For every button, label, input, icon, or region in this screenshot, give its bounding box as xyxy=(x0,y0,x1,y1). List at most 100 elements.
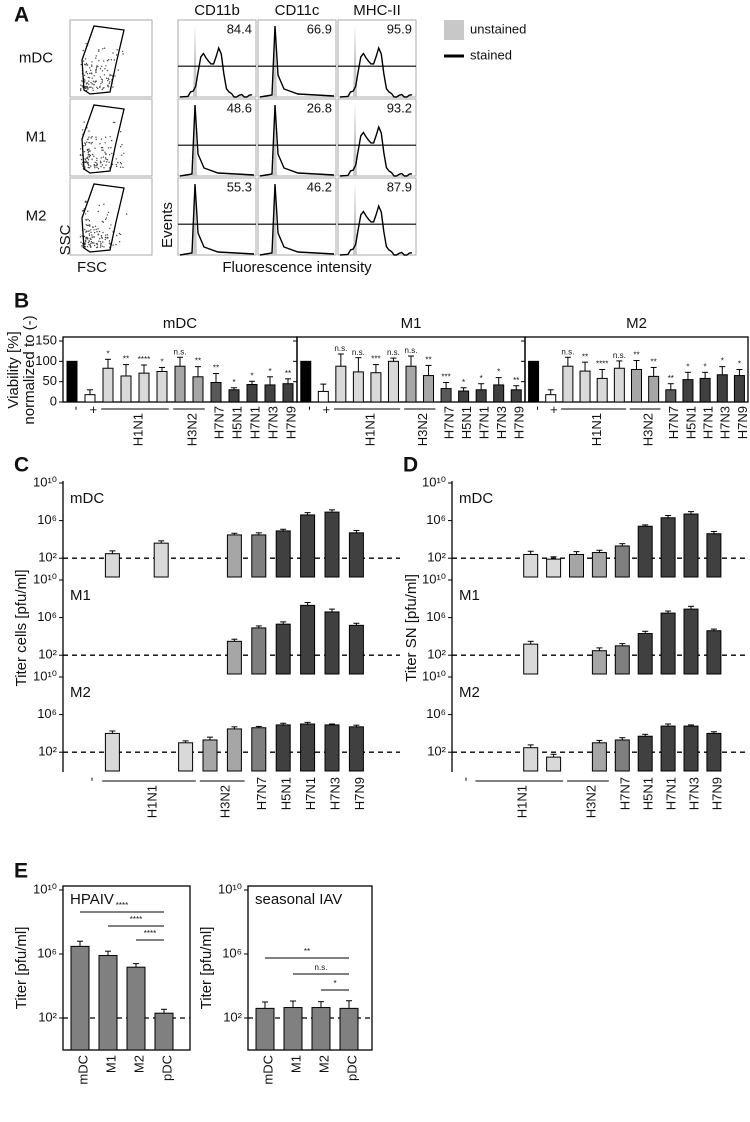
scatter-dot xyxy=(90,231,92,234)
bar xyxy=(317,390,329,403)
x-tick-label: H7N1 xyxy=(664,777,679,810)
scatter-dot xyxy=(117,161,119,164)
significance: ** xyxy=(195,357,201,366)
bar xyxy=(192,376,204,403)
scatter-dot xyxy=(100,83,102,85)
scatter-dot xyxy=(105,65,107,67)
bar xyxy=(387,360,399,403)
plot-frame xyxy=(247,885,373,1051)
x-tick-label: H7N9 xyxy=(352,777,367,810)
scatter-dot xyxy=(88,220,91,222)
percentage: 95.9 xyxy=(387,21,412,36)
bar xyxy=(523,553,539,578)
scatter-dot xyxy=(106,159,109,161)
significance: * xyxy=(497,368,500,377)
x-tick-label: mDC xyxy=(260,1055,275,1085)
scatter-dot xyxy=(113,59,116,61)
scatter-dot xyxy=(101,220,104,223)
scatter-dot xyxy=(83,145,85,147)
percentage: 26.8 xyxy=(307,100,332,115)
scatter-dot xyxy=(97,168,100,170)
axis-label: Events xyxy=(159,202,176,248)
unstained-histogram xyxy=(273,24,277,97)
scatter-dot xyxy=(87,149,89,152)
scatter-dot xyxy=(88,240,90,243)
x-tick-label: M1 xyxy=(103,1055,118,1073)
x-tick-label: H7N1 xyxy=(303,777,318,810)
scatter-dot xyxy=(89,86,91,89)
scatter-dot xyxy=(104,218,107,221)
bar xyxy=(255,1007,275,1051)
axis-label: Fluorescence intensity xyxy=(222,259,372,276)
scatter-dot xyxy=(107,80,109,82)
scatter-dot xyxy=(99,68,102,70)
scatter-dot xyxy=(82,49,84,52)
histogram-frame xyxy=(337,98,417,177)
scatter-dot xyxy=(110,224,112,226)
scatter-dot xyxy=(89,150,91,152)
scatter-dot xyxy=(91,77,93,79)
scatter-dot xyxy=(93,229,95,231)
scatter-dot xyxy=(99,162,102,164)
scatter-dot xyxy=(87,241,90,244)
y-tick-label: 10² xyxy=(38,744,57,759)
scatter-dot xyxy=(95,71,97,74)
unstained-histogram xyxy=(193,24,197,97)
scatter-dot xyxy=(95,136,97,138)
y-tick-label: 150 xyxy=(35,332,57,347)
scatter-dot xyxy=(85,87,88,89)
stained-histogram xyxy=(259,25,335,98)
bar xyxy=(251,727,267,772)
panel-label: B xyxy=(14,290,29,313)
scatter-dot xyxy=(106,60,109,62)
scatter-dot xyxy=(93,164,96,166)
scatter-dot xyxy=(101,81,104,83)
bar xyxy=(493,384,505,403)
unstained-histogram xyxy=(193,103,197,176)
scatter-dot xyxy=(98,50,100,52)
significance: * xyxy=(686,362,689,371)
scatter-dot xyxy=(115,163,117,166)
percentage: 46.2 xyxy=(307,179,332,194)
panel-label: D xyxy=(403,454,418,477)
scatter-dot xyxy=(109,154,111,156)
bar xyxy=(202,739,218,772)
x-tick-label: - xyxy=(529,406,544,410)
scatter-dot xyxy=(104,142,106,144)
bar xyxy=(614,545,630,578)
scatter-dot xyxy=(92,89,94,92)
bar xyxy=(523,747,539,772)
y-tick-label: 10⁶ xyxy=(426,609,446,624)
scatter-dot xyxy=(105,164,107,166)
y-axis-label: Viability [%] xyxy=(5,331,22,408)
scatter-dot xyxy=(98,49,100,51)
scatter-dot xyxy=(100,78,103,80)
scatter-dot xyxy=(101,236,103,238)
bar xyxy=(591,552,607,578)
x-tick-label: pDC xyxy=(159,1055,174,1081)
scatter-dot xyxy=(104,68,106,70)
scatter-dot xyxy=(103,167,105,169)
y-tick-label: 10² xyxy=(223,1009,242,1024)
comparison-label: **** xyxy=(116,901,128,910)
scatter-dot xyxy=(81,244,83,247)
scatter-dot xyxy=(87,159,90,161)
scatter-dot xyxy=(81,80,83,82)
bar xyxy=(716,374,728,403)
bar xyxy=(210,381,222,403)
stained-histogram xyxy=(259,183,335,256)
scatter-dot xyxy=(111,139,113,142)
scatter-dot xyxy=(107,86,110,88)
x-tick-label: H7N1 xyxy=(247,406,262,439)
bar xyxy=(228,389,240,403)
bar xyxy=(300,604,316,675)
scatter-dot xyxy=(110,146,112,149)
scatter-dot xyxy=(99,246,102,248)
scatter-dot xyxy=(85,43,87,45)
bar xyxy=(648,375,660,403)
scatter-dot xyxy=(88,130,90,132)
significance: * xyxy=(721,357,724,366)
panel-label: A xyxy=(14,4,29,27)
significance: * xyxy=(738,360,741,369)
facet-title: mDC xyxy=(70,490,104,507)
